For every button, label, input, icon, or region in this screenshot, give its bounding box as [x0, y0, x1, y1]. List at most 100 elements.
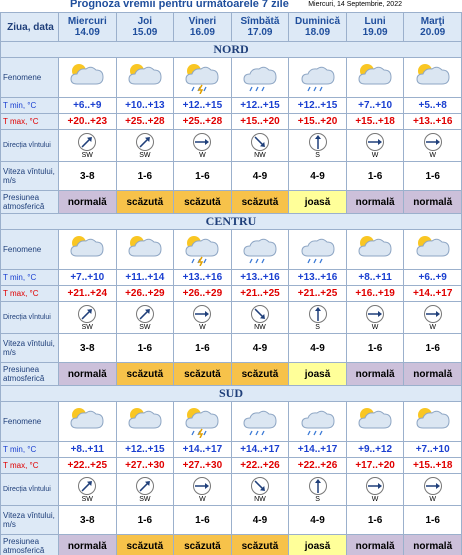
pressure-value: normală — [345, 534, 405, 555]
wind-direction: W — [429, 496, 436, 503]
row-label: Presiunea atmosferică — [0, 362, 59, 386]
day-date: 19.09 — [362, 27, 388, 38]
pressure-value: scăzută — [230, 534, 290, 555]
wind-speed-value: 3-8 — [58, 505, 117, 535]
day-name: Joi — [137, 16, 153, 27]
pressure-value: scăzută — [230, 362, 290, 386]
row-label: Viteza vîntului, m/s — [0, 161, 59, 191]
wind-arrow — [135, 305, 154, 323]
weather-cell — [230, 401, 290, 442]
wind-direction: NW — [254, 152, 266, 159]
tmax-value: +26..+29 — [115, 285, 175, 302]
day-header: Vineri 16.09 — [173, 12, 232, 42]
tmax-row: T max, °C +22..+25 +27..+30 +27..+30 +22..+2… — [0, 457, 462, 474]
region-name: CENTRU — [0, 213, 462, 230]
weather-icon — [358, 236, 392, 257]
tmin-value: +12..+15 — [288, 97, 347, 114]
row-label: T min, °C — [0, 269, 59, 286]
wind-arrow — [135, 133, 154, 151]
day-date: 18.09 — [305, 27, 331, 38]
wind-direction: W — [199, 496, 206, 503]
weather-cell — [288, 229, 347, 270]
wind-speed-value: 1-6 — [403, 161, 462, 191]
wind-direction: SW — [139, 324, 151, 331]
tmin-value: +14..+17 — [288, 441, 347, 458]
wind-direction-cell: S — [288, 129, 347, 162]
wind-direction: S — [315, 496, 320, 503]
tmin-value: +12..+15 — [230, 97, 290, 114]
day-date: 14.09 — [74, 27, 100, 38]
day-header: Sîmbătă 17.09 — [230, 12, 290, 42]
pressure-value: normală — [403, 362, 462, 386]
wind-arrow — [193, 477, 212, 495]
weather-icon — [243, 410, 277, 436]
row-label: Direcția vîntului — [0, 473, 59, 506]
wind-arrow — [78, 477, 97, 495]
weather-cell — [173, 229, 232, 270]
row-label: Direcția vîntului — [0, 129, 59, 162]
day-name: Vineri — [188, 16, 217, 27]
weather-cell — [230, 229, 290, 270]
tmin-value: +11..+14 — [115, 269, 175, 286]
pressure-value: normală — [58, 190, 117, 214]
wind-direction: W — [199, 152, 206, 159]
wind-direction: S — [315, 152, 320, 159]
wind-speed-value: 1-6 — [115, 161, 175, 191]
tmin-value: +9..+12 — [345, 441, 405, 458]
pressure-value: scăzută — [230, 190, 290, 214]
wind-direction-row: Direcția vîntului SW SW W NW S W W — [0, 129, 462, 162]
tmax-value: +13..+16 — [403, 113, 462, 130]
wind-direction-cell: W — [345, 129, 405, 162]
tmin-value: +8..+11 — [345, 269, 405, 286]
pressure-value: scăzută — [115, 534, 175, 555]
weather-icon — [70, 408, 104, 429]
tmin-value: +14..+17 — [173, 441, 232, 458]
title: Prognoza vremii pentru următoarele 7 zil… — [70, 0, 289, 10]
wind-arrow — [193, 305, 212, 323]
corner: Ziua, data — [0, 12, 59, 42]
tmax-value: +25..+28 — [173, 113, 232, 130]
wind-direction: W — [429, 324, 436, 331]
region-row: NORD — [0, 41, 462, 58]
weather-cell — [403, 401, 462, 442]
wind-direction: SW — [81, 496, 93, 503]
wind-direction-cell: NW — [230, 473, 290, 506]
row-label: T min, °C — [0, 441, 59, 458]
row-label: Viteza vîntului, m/s — [0, 333, 59, 363]
wind-speed-value: 4-9 — [230, 161, 290, 191]
region-row: CENTRU — [0, 213, 462, 230]
wind-speed-row: Viteza vîntului, m/s 3-8 1-6 1-6 4-9 4-9 1-6 1-… — [0, 161, 462, 191]
weather-cell — [58, 229, 117, 270]
pressure-row: Presiunea atmosferică normală scăzută scăzu… — [0, 362, 462, 386]
wind-direction-row: Direcția vîntului SW SW W NW S W W — [0, 473, 462, 506]
day-header: Luni 19.09 — [345, 12, 405, 42]
wind-direction-cell: SW — [115, 129, 175, 162]
row-label: Presiunea atmosferică — [0, 190, 59, 214]
tmin-value: +13..+16 — [288, 269, 347, 286]
wind-direction-cell: SW — [58, 473, 117, 506]
wind-arrow — [423, 477, 442, 495]
row-label: T max, °C — [0, 285, 59, 302]
weather-icon — [185, 236, 219, 267]
weather-icon — [70, 236, 104, 257]
weather-icon — [301, 66, 335, 92]
weather-cell — [288, 57, 347, 98]
wind-arrow — [423, 305, 442, 323]
wind-speed-value: 1-6 — [345, 161, 405, 191]
weather-icon — [185, 64, 219, 95]
wind-direction: W — [429, 152, 436, 159]
wind-arrow — [308, 477, 327, 495]
weather-cell — [288, 401, 347, 442]
wind-speed-value: 1-6 — [403, 505, 462, 535]
wind-speed-row: Viteza vîntului, m/s 3-8 1-6 1-6 4-9 4-9 1-6 1-… — [0, 505, 462, 535]
wind-speed-value: 1-6 — [403, 333, 462, 363]
wind-direction-cell: SW — [58, 129, 117, 162]
tmin-value: +7..+10 — [58, 269, 117, 286]
wind-arrow — [250, 305, 269, 323]
wind-direction: W — [371, 152, 379, 159]
wind-direction-cell: S — [288, 473, 347, 506]
pressure-value: joasă — [288, 534, 347, 555]
weather-icon — [70, 64, 104, 85]
wind-speed-value: 1-6 — [173, 161, 232, 191]
wind-speed-value: 3-8 — [58, 333, 117, 363]
